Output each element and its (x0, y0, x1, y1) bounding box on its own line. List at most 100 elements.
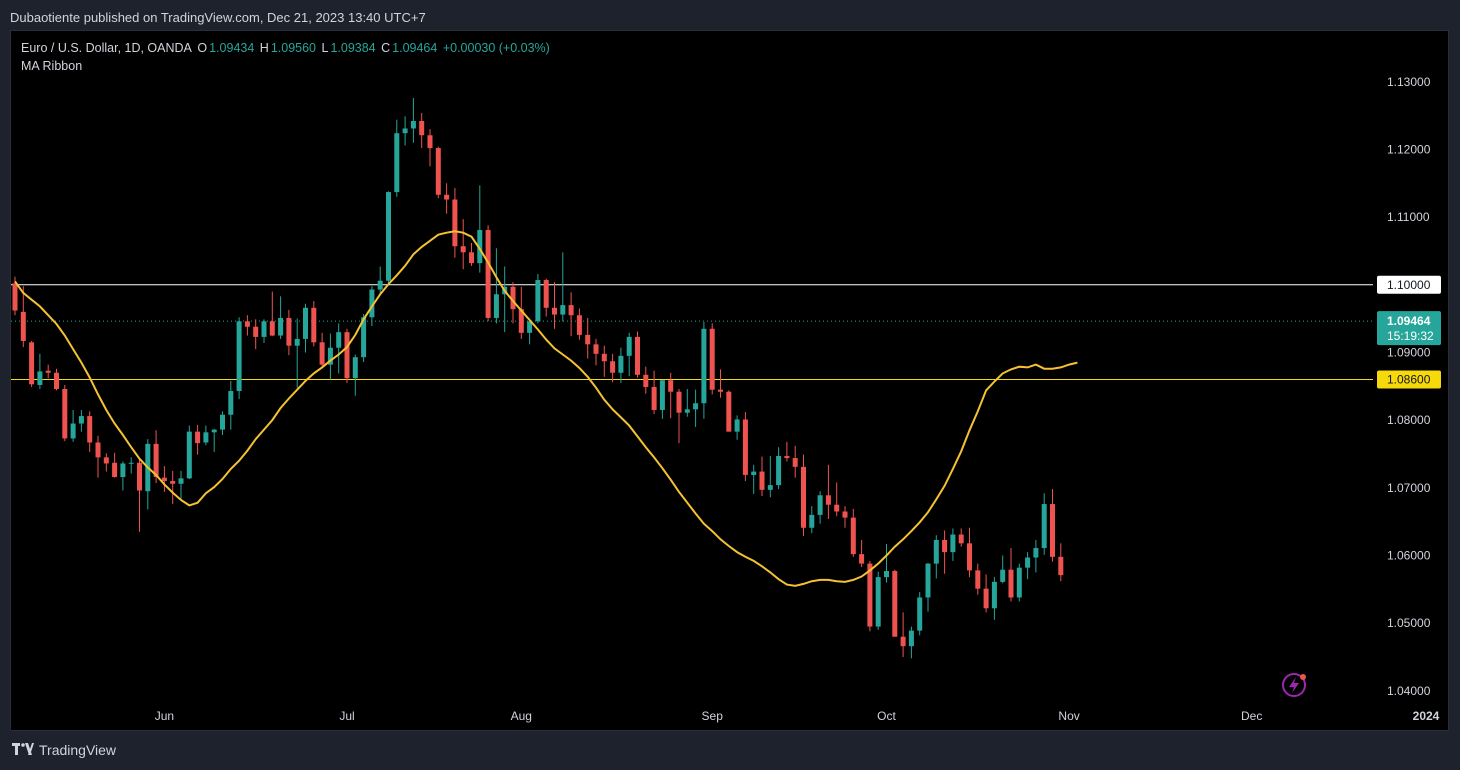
candle-body[interactable] (510, 286, 516, 310)
candle-body[interactable] (220, 414, 225, 430)
candle-body[interactable] (651, 386, 657, 410)
candle-body[interactable] (1033, 548, 1039, 558)
candle-body[interactable] (635, 336, 640, 375)
candle-body[interactable] (369, 289, 375, 318)
candle-body[interactable] (693, 403, 699, 410)
candle-body[interactable] (402, 128, 408, 134)
candle-body[interactable] (37, 371, 43, 385)
candle-body[interactable] (253, 326, 259, 337)
candle-body[interactable] (626, 336, 632, 356)
candle-body[interactable] (410, 121, 416, 129)
candle-body[interactable] (942, 539, 948, 553)
candle-body[interactable] (319, 342, 325, 365)
y-axis-tick-label[interactable]: 1.08000 (1387, 413, 1431, 427)
candle-body[interactable] (593, 344, 599, 354)
candle-body[interactable] (103, 457, 109, 464)
candle-body[interactable] (817, 495, 823, 515)
legend-indicator-name[interactable]: MA Ribbon (21, 59, 83, 73)
y-axis-tick-label[interactable]: 1.12000 (1387, 142, 1431, 156)
candle-body[interactable] (659, 380, 665, 410)
candle-body[interactable] (759, 471, 765, 490)
candle-body[interactable] (311, 307, 317, 343)
candle-body[interactable] (585, 334, 591, 345)
candle-body[interactable] (336, 332, 342, 348)
y-axis-tick-label[interactable]: 1.04000 (1387, 684, 1431, 698)
candle-body[interactable] (950, 534, 956, 553)
candle-body[interactable] (925, 563, 931, 598)
candle-body[interactable] (278, 317, 284, 336)
candle-body[interactable] (120, 463, 126, 477)
y-axis-tick-label[interactable]: 1.13000 (1387, 75, 1431, 89)
candle-body[interactable] (170, 481, 176, 484)
candle-body[interactable] (709, 328, 715, 390)
candle-body[interactable] (1058, 556, 1064, 576)
candle-body[interactable] (1000, 569, 1006, 582)
candle-body[interactable] (975, 570, 981, 589)
candle-body[interactable] (792, 458, 798, 467)
price-tag-label[interactable]: 1.08600 (1387, 373, 1431, 387)
candle-body[interactable] (742, 419, 748, 475)
candle-body[interactable] (54, 372, 59, 390)
x-axis-tick-label[interactable]: 2024 (1413, 709, 1440, 723)
candle-body[interactable] (784, 456, 790, 459)
candle-body[interactable] (535, 280, 541, 322)
candle-body[interactable] (568, 305, 574, 316)
candle-body[interactable] (244, 321, 250, 327)
candle-body[interactable] (958, 534, 964, 544)
candle-body[interactable] (485, 229, 491, 318)
candle-body[interactable] (776, 456, 782, 486)
candle-body[interactable] (875, 577, 881, 627)
candle-body[interactable] (1016, 567, 1022, 598)
candle-body[interactable] (867, 563, 873, 627)
lightning-icon-ring[interactable] (1282, 673, 1306, 697)
candle-body[interactable] (327, 347, 333, 365)
candle-body[interactable] (452, 199, 458, 247)
candle-body[interactable] (751, 471, 757, 475)
candle-body[interactable] (1008, 569, 1014, 598)
ma-ribbon-line[interactable] (14, 230, 1078, 587)
x-axis-tick-label[interactable]: Oct (877, 709, 896, 723)
candle-body[interactable] (386, 192, 391, 281)
candle-body[interactable] (1050, 504, 1055, 557)
candle-body[interactable] (153, 443, 159, 477)
candle-body[interactable] (12, 283, 18, 311)
y-axis-tick-label[interactable]: 1.11000 (1387, 210, 1430, 224)
candle-body[interactable] (261, 321, 267, 337)
candle-body[interactable] (236, 321, 242, 392)
candle-body[interactable] (195, 431, 201, 444)
candle-body[interactable] (734, 419, 740, 432)
candle-body[interactable] (137, 462, 142, 491)
candle-body[interactable] (801, 466, 806, 528)
candle-body[interactable] (676, 391, 682, 413)
candle-body[interactable] (884, 571, 889, 578)
candle-body[interactable] (477, 229, 483, 264)
y-axis-tick-label[interactable]: 1.06000 (1387, 548, 1431, 562)
candle-body[interactable] (62, 389, 68, 439)
candle-body[interactable] (78, 416, 84, 424)
candle-body[interactable] (45, 370, 51, 373)
candle-body[interactable] (269, 321, 275, 336)
price-tag-label[interactable]: 1.10000 (1387, 278, 1431, 292)
candle-body[interactable] (469, 252, 474, 264)
candle-body[interactable] (211, 429, 217, 433)
price-chart[interactable]: 1.13000 1.12000 1.11000 1.10000 1.09000 1.080… (11, 31, 1448, 730)
candle-body[interactable] (610, 361, 616, 373)
x-axis-tick-label[interactable]: Jul (339, 709, 354, 723)
candle-body[interactable] (967, 543, 972, 571)
y-axis-tick-label[interactable]: 1.05000 (1387, 616, 1431, 630)
candle-body[interactable] (394, 133, 400, 193)
candle-body[interactable] (701, 328, 707, 404)
last-price-label[interactable]: 1.09464 (1387, 314, 1431, 328)
candle-body[interactable] (419, 121, 425, 136)
candle-body[interactable] (527, 321, 533, 333)
candle-body[interactable] (294, 338, 300, 346)
candle-body[interactable] (850, 517, 856, 555)
candle-body[interactable] (95, 442, 101, 458)
candle-body[interactable] (601, 353, 607, 362)
candle-body[interactable] (668, 380, 674, 392)
candle-body[interactable] (643, 374, 649, 387)
legend-symbol[interactable]: Euro / U.S. Dollar, 1D, OANDA (21, 41, 192, 55)
candle-body[interactable] (20, 311, 26, 341)
candle-body[interactable] (361, 317, 367, 358)
candle-body[interactable] (900, 636, 906, 647)
